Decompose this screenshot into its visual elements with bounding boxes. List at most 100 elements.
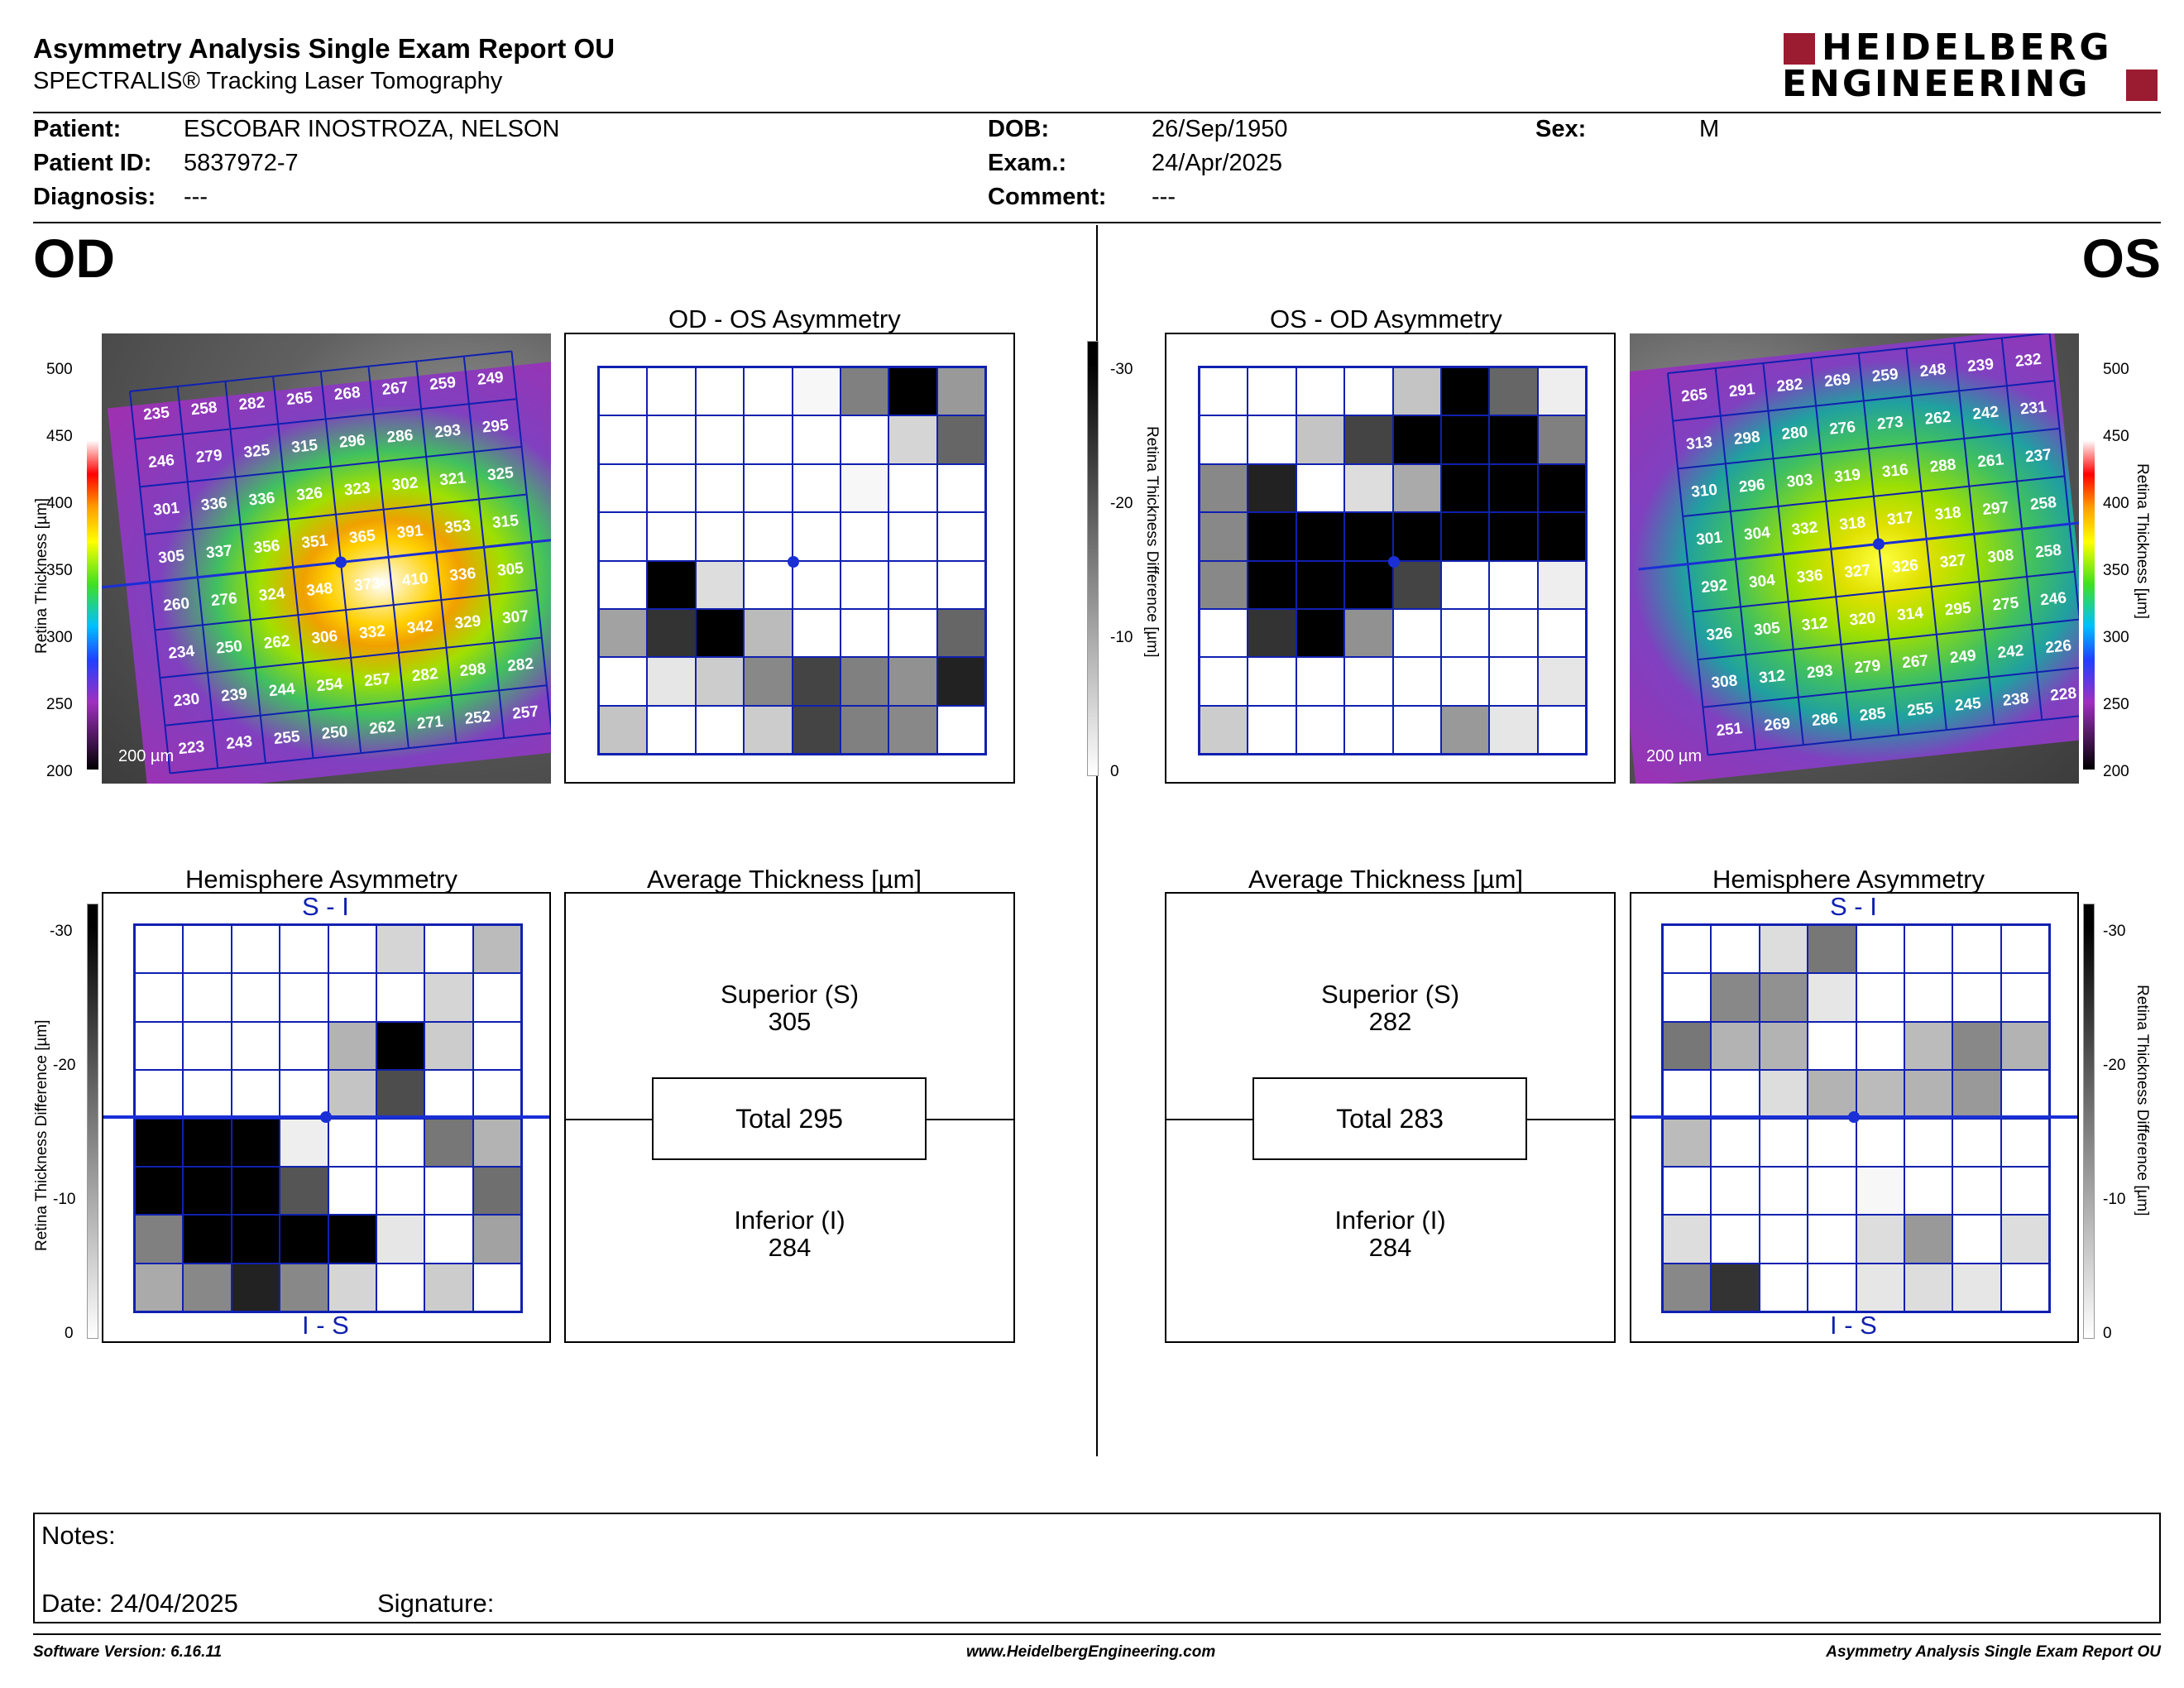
od-hemi-cell-5-2	[231, 1166, 280, 1216]
os-map-value-4-5: 327	[1939, 552, 1967, 572]
od-os-cell-6-5	[840, 657, 889, 706]
os-hemi-cell-4-2	[1759, 1118, 1808, 1167]
od-hemi-cell-6-2	[231, 1215, 280, 1264]
od-tick-500: 500	[46, 361, 73, 378]
os-hemi-cell-1-4	[1856, 973, 1904, 1022]
os-od-cell-0-3	[1344, 367, 1393, 416]
od-os-cell-4-2	[695, 560, 745, 609]
os-map-value-4-0: 292	[1700, 577, 1728, 597]
os-map-value-6-1: 312	[1758, 667, 1786, 687]
os-od-cell-1-5	[1440, 415, 1490, 464]
od-hemi-cell-4-5	[376, 1118, 425, 1167]
od-os-cell-7-1	[647, 705, 696, 754]
od-map-hline-8	[170, 731, 551, 774]
od-hemi-cell-1-5	[376, 973, 425, 1022]
os-od-cell-3-6	[1489, 512, 1538, 561]
os-od-cell-4-6	[1489, 560, 1538, 609]
os-od-cell-6-6	[1489, 657, 1538, 706]
od-map-value-7-5: 271	[416, 713, 444, 733]
od-map-value-0-4: 268	[333, 384, 362, 404]
od-os-cell-6-1	[647, 657, 696, 706]
od-map-value-5-0: 234	[167, 643, 195, 663]
od-map-fovea-dot	[334, 556, 347, 568]
os-hemi-cell-1-5	[1904, 973, 1953, 1022]
os-od-cell-6-3	[1344, 657, 1393, 706]
od-map-hline-0	[129, 350, 512, 392]
os-hemi-cell-2-2	[1759, 1021, 1808, 1071]
os-map-value-2-4: 316	[1881, 461, 1909, 481]
website-link[interactable]: www.HeidelbergEngineering.com	[966, 1643, 1216, 1661]
od-map-value-1-5: 286	[386, 427, 414, 447]
od-map-value-4-2: 324	[258, 585, 286, 605]
os-map-value-0-7: 232	[2014, 351, 2043, 371]
od-map-value-4-7: 305	[496, 559, 524, 579]
os-hemi-cell-3-4	[1856, 1070, 1904, 1119]
os-hemi-cell-5-0	[1663, 1166, 1712, 1216]
od-map-value-6-7: 282	[506, 655, 534, 675]
od-hemi-cell-3-2	[231, 1070, 280, 1119]
od-map-value-1-2: 325	[243, 442, 271, 462]
os-map-value-7-7: 228	[2049, 685, 2077, 705]
os-thickness-colorbar	[2083, 348, 2095, 770]
od-os-cell-7-0	[599, 705, 648, 754]
os-tick-450: 450	[2103, 428, 2129, 445]
os-map-value-4-4: 326	[1891, 557, 1919, 577]
os-map-value-4-2: 336	[1796, 567, 1824, 587]
os-map-fovea-dot	[1872, 538, 1885, 550]
os-od-cell-0-6	[1489, 367, 1538, 416]
od-hemi-cell-5-0	[135, 1166, 184, 1216]
os-od-cell-6-4	[1392, 657, 1441, 706]
comment-label: Comment:	[988, 184, 1107, 210]
od-map-value-6-2: 244	[268, 680, 296, 700]
od-hemi-colorbar	[87, 904, 98, 1339]
od-os-cell-2-2	[695, 463, 745, 513]
os-hemi-cell-7-3	[1808, 1263, 1856, 1312]
od-os-cell-1-5	[840, 415, 889, 464]
od-hemi-cell-0-4	[328, 925, 376, 974]
os-map-value-5-0: 326	[1705, 625, 1733, 645]
od-superior-value: 305	[768, 1007, 812, 1036]
exam-label: Exam.:	[988, 150, 1067, 176]
od-os-cell-6-0	[599, 657, 648, 706]
od-os-cell-1-2	[695, 415, 745, 464]
od-os-cell-1-0	[599, 415, 648, 464]
od-hemi-cell-1-6	[424, 973, 473, 1022]
od-os-cell-0-2	[695, 367, 745, 416]
os-map-hline-7	[1703, 666, 2079, 708]
os-map-value-5-3: 320	[1849, 609, 1877, 629]
od-os-cell-7-6	[888, 705, 937, 754]
os-hemi-cell-6-3	[1808, 1215, 1856, 1264]
patient-name: ESCOBAR INOSTROZA, NELSON	[184, 116, 560, 142]
od-hemi-cell-7-5	[376, 1263, 425, 1312]
od-hemi-cell-4-1	[183, 1118, 232, 1167]
os-od-cell-2-2	[1296, 463, 1345, 513]
od-map-value-6-0: 230	[173, 690, 201, 710]
od-map-value-3-7: 315	[491, 512, 520, 532]
od-os-cell-6-4	[792, 657, 841, 706]
od-hemi-cell-0-2	[231, 925, 280, 974]
od-os-cell-4-3	[744, 560, 793, 609]
od-map-value-7-3: 250	[321, 723, 349, 743]
os-hemi-cell-0-1	[1711, 925, 1760, 974]
od-os-cell-0-6	[888, 367, 937, 416]
os-map-value-3-0: 301	[1695, 529, 1723, 549]
os-average-title: Average Thickness [µm]	[1248, 865, 1524, 894]
od-os-cell-6-2	[695, 657, 745, 706]
os-hemi-cell-1-7	[2000, 973, 2049, 1022]
od-hemi-cell-7-7	[472, 1263, 521, 1312]
od-map-value-0-6: 259	[429, 374, 457, 394]
od-hemi-cell-5-3	[280, 1166, 328, 1216]
od-map-value-2-0: 301	[152, 500, 180, 520]
od-map-value-0-5: 267	[381, 379, 410, 399]
os-hemi-cell-7-5	[1904, 1263, 1953, 1312]
od-os-cell-6-3	[744, 657, 793, 706]
os-hemi-cell-2-7	[2000, 1021, 2049, 1071]
os-od-asymmetry-panel	[1165, 333, 1616, 784]
os-map-value-7-3: 285	[1859, 705, 1887, 725]
od-map-value-2-3: 326	[295, 484, 323, 504]
od-map-value-7-0: 223	[178, 738, 206, 758]
od-map-value-7-7: 257	[511, 703, 539, 723]
od-hemi-cell-6-6	[424, 1215, 473, 1264]
os-hemi-cell-7-6	[1952, 1263, 2001, 1312]
od-hemi-cell-7-4	[328, 1263, 376, 1312]
